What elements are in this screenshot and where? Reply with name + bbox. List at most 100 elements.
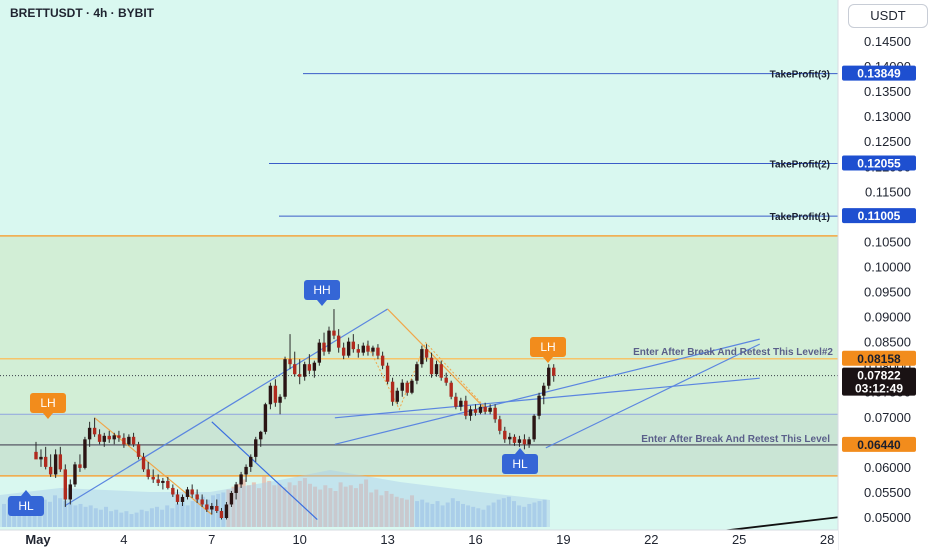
pivot-badge-box: [8, 496, 44, 516]
price-tick: 0.13000: [864, 109, 911, 124]
volume-bar: [471, 506, 476, 527]
volume-bar: [425, 502, 430, 527]
candle-body: [63, 469, 67, 500]
date-tick: 13: [380, 532, 394, 547]
volume-bar: [369, 492, 374, 527]
entry-1-price-tag: 0.06440: [842, 436, 916, 452]
current-price-tag-countdown: 03:12:49: [855, 382, 903, 396]
price-axis: [838, 0, 932, 550]
pivot-badge-hl: HL: [502, 448, 538, 474]
takeprofit-price-tag: 0.12055: [842, 155, 916, 171]
volume-bar: [180, 502, 185, 527]
candle-body: [146, 469, 150, 477]
candle-body: [161, 480, 165, 483]
candle-body: [380, 355, 385, 366]
volume-bar: [83, 506, 88, 527]
volume-bar: [379, 495, 384, 527]
takeprofit-label: TakeProfit(3): [770, 70, 830, 81]
volume-bar: [93, 508, 98, 527]
takeprofit-price-tag-value: 0.12055: [857, 157, 901, 171]
volume-bar: [63, 501, 68, 527]
pivot-badge-pointer: [515, 448, 525, 454]
candle-body: [210, 505, 214, 510]
volume-bar: [104, 506, 108, 527]
volume-bar: [149, 508, 154, 527]
volume-bar: [2, 503, 6, 527]
takeprofit-price-tag-value: 0.13849: [857, 67, 901, 81]
volume-bar: [496, 499, 501, 527]
candle-body: [298, 374, 302, 377]
candle-body: [317, 342, 322, 363]
candle-body: [195, 494, 199, 500]
candle-body: [512, 436, 517, 443]
date-tick: 4: [120, 532, 127, 547]
candle-body: [385, 365, 390, 382]
date-tick: 28: [820, 532, 834, 547]
volume-bar: [262, 476, 267, 527]
volume-bar: [466, 505, 471, 527]
volume-bar: [134, 512, 139, 527]
candle-body: [537, 395, 541, 416]
candle-body: [464, 400, 468, 416]
pivot-badge-lh: LH: [530, 337, 566, 363]
candle-body: [468, 409, 473, 416]
pivot-badge-label: HH: [313, 283, 330, 297]
volume-bar: [251, 482, 256, 527]
candle-body: [488, 407, 492, 412]
date-tick: 7: [208, 532, 215, 547]
date-tick: 25: [732, 532, 746, 547]
candle-body: [224, 504, 229, 519]
price-tick: 0.13500: [864, 84, 911, 99]
volume-bar: [200, 496, 205, 527]
candle-body: [390, 381, 395, 402]
volume-bar: [445, 502, 450, 527]
candle-body: [53, 454, 58, 475]
candle-body: [508, 436, 512, 440]
candle-body: [58, 454, 63, 470]
symbol-title: BRETTUSDT · 4h · BYBIT: [10, 6, 154, 20]
candle-body: [136, 444, 141, 457]
candle-body: [444, 377, 448, 383]
volume-bar: [394, 496, 399, 527]
volume-bar: [481, 509, 486, 527]
candle-body: [371, 347, 375, 352]
candle-body: [532, 415, 536, 440]
candle-body: [483, 406, 487, 412]
candle-body: [493, 407, 497, 420]
candle-body: [434, 364, 439, 375]
volume-bar: [435, 501, 440, 527]
volume-bar: [308, 483, 312, 527]
candle-body: [215, 505, 219, 511]
candle-body: [180, 496, 185, 502]
volume-bar: [226, 489, 231, 527]
candle-body: [254, 439, 258, 457]
candle-body: [552, 367, 556, 376]
volume-bar: [282, 487, 287, 527]
volume-bar: [455, 501, 460, 527]
entry-1-price-tag-box: [842, 436, 916, 452]
takeprofit-price-tag: 0.13849: [842, 65, 916, 81]
volume-bar: [78, 503, 83, 527]
candle-body: [200, 499, 204, 505]
pivot-badge-pointer: [543, 357, 553, 363]
candle-body: [107, 435, 111, 440]
long-trendline: [722, 516, 838, 530]
candle-body: [293, 364, 297, 375]
pivot-badge-pointer: [43, 413, 53, 419]
volume-bar: [195, 498, 200, 527]
candle-body: [166, 480, 170, 488]
date-tick: May: [25, 532, 51, 547]
candle-body: [498, 419, 502, 431]
candle-body: [185, 489, 190, 497]
currency-selector[interactable]: USDT: [848, 4, 928, 28]
pivot-badge-label: LH: [40, 396, 55, 410]
volume-bar: [333, 491, 338, 527]
volume-bar: [246, 485, 251, 527]
volume-bar: [501, 498, 506, 527]
candle-body: [48, 466, 53, 475]
volume-bar: [114, 509, 119, 527]
entry-level-2-note: Enter After Break And Retest This Level#…: [633, 347, 833, 358]
pivot-badge-box: [30, 393, 66, 413]
plot-area: TakeProfit(3) TakeProfit(2) TakeProfit(1) E…: [0, 69, 838, 530]
